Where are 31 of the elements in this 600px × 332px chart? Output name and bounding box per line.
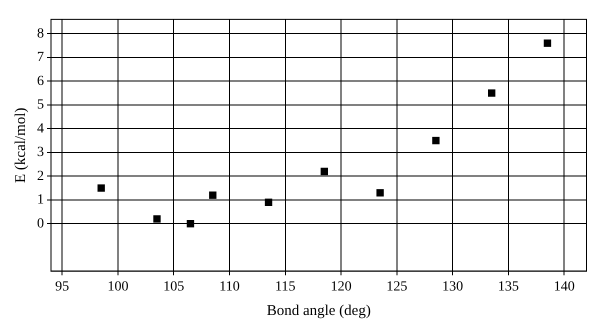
x-tick-label: 105	[163, 279, 184, 294]
x-axis-title: Bond angle (deg)	[266, 302, 371, 319]
point	[376, 189, 384, 196]
y-tick-label: 0	[37, 216, 44, 232]
y-axis-title: E (kcal/mol)	[12, 108, 29, 183]
x-tick-label: 120	[330, 279, 352, 294]
point	[488, 89, 496, 97]
point	[98, 184, 105, 192]
x-tick-label: 135	[498, 279, 519, 294]
x-tick-label: 115	[275, 279, 296, 294]
y-tick-label: 8	[37, 26, 44, 42]
y-tick-label: 1	[37, 192, 44, 208]
y-tick-label: 6	[37, 74, 44, 89]
point	[153, 215, 161, 223]
point	[186, 220, 194, 228]
y-tick-label: 7	[37, 50, 44, 66]
x-tick-label: 140	[554, 279, 575, 294]
point	[432, 136, 440, 144]
x-tick-label: 100	[107, 279, 128, 294]
x-tick-label: 130	[442, 279, 464, 294]
point	[320, 168, 328, 176]
y-tick-label: 2	[37, 168, 44, 184]
point	[264, 198, 272, 206]
y-tick-label: 5	[37, 98, 44, 113]
x-tick-label: 95	[55, 279, 70, 294]
x-tick-label: 110	[219, 279, 240, 294]
point	[544, 39, 552, 47]
x-tick-label: 125	[386, 279, 408, 294]
y-tick-label: 3	[37, 145, 44, 160]
point	[209, 192, 216, 199]
y-tick-label: 4	[37, 121, 44, 136]
